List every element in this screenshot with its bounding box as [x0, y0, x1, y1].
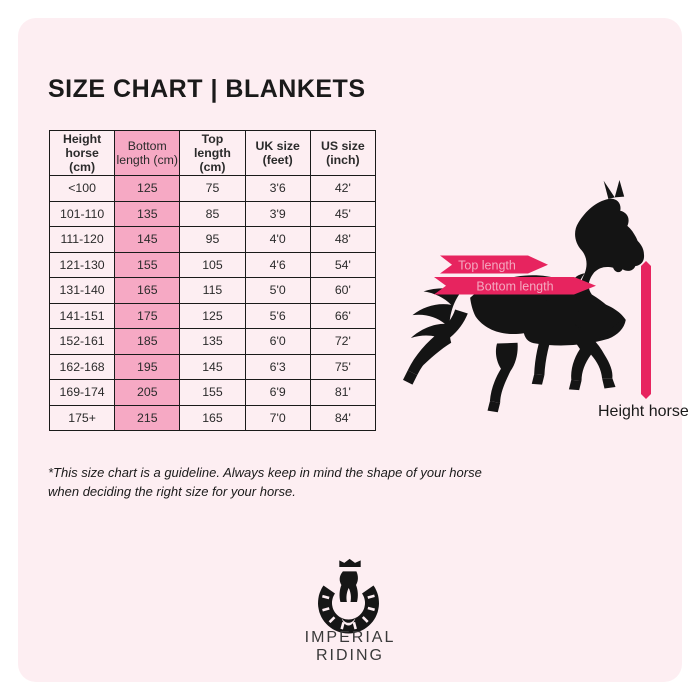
svg-text:Top length: Top length	[458, 259, 516, 273]
svg-text:Bottom length: Bottom length	[476, 280, 553, 294]
